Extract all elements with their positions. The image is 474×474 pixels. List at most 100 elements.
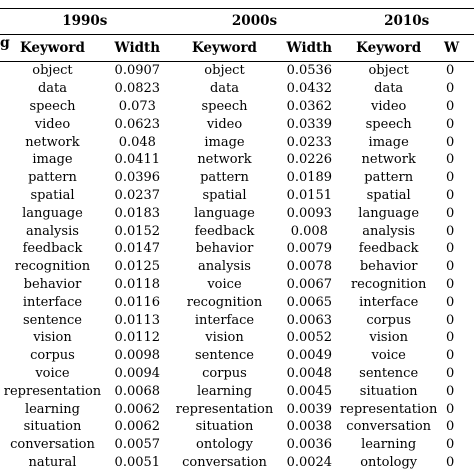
width-cell: 0.0067: [286, 276, 333, 292]
keyword-width-table: 1990s 2000s 2010s Keyword Width Keyword …: [0, 8, 474, 471]
keyword-cell: behavior: [195, 241, 254, 257]
keyword-cell: image: [32, 152, 73, 168]
width-cell: 0.0062: [114, 401, 161, 417]
table-row: object 0.0907 object 0.0536 object 0: [0, 62, 474, 80]
keyword-cell: speech: [29, 98, 76, 114]
keyword-cell: spatial: [366, 187, 411, 203]
table-row: natural 0.0051 conversation 0.0024 ontology 0: [0, 454, 474, 472]
keyword-cell: language: [22, 205, 83, 221]
keyword-cell: speech: [201, 98, 248, 114]
keyword-cell: network: [361, 152, 416, 168]
table-row: pattern 0.0396 pattern 0.0189 pattern 0: [0, 169, 474, 187]
width-cell: 0: [446, 294, 455, 310]
width-cell: 0.0183: [114, 205, 161, 221]
keyword-cell: sentence: [359, 365, 419, 381]
width-cell: 0.0152: [114, 223, 161, 239]
table-row: sentence 0.0113 interface 0.0063 corpus 0: [0, 311, 474, 329]
width-cell: 0.0052: [286, 330, 333, 346]
keyword-cell: object: [368, 63, 409, 79]
width-cell: 0.0063: [286, 312, 333, 328]
width-cell: 0.0233: [286, 134, 333, 150]
width-cell: 0: [446, 223, 455, 239]
width-cell: 0.0051: [114, 454, 161, 470]
keyword-cell: feedback: [358, 241, 419, 257]
width-cell: 0: [446, 401, 455, 417]
keyword-cell: spatial: [30, 187, 75, 203]
width-cell: 0: [446, 312, 455, 328]
width-cell: 0.0411: [114, 152, 161, 168]
keyword-cell: pattern: [28, 170, 77, 186]
width-cell: 0.0036: [286, 437, 333, 453]
width-cell: 0: [446, 187, 455, 203]
width-cell: 0.0078: [286, 259, 333, 275]
width-cell: 0: [446, 383, 455, 399]
width-cell: 0.0226: [286, 152, 333, 168]
table-row: situation 0.0062 situation 0.0038 conversati…: [0, 418, 474, 436]
width-cell: 0: [446, 259, 455, 275]
width-cell: 0.0049: [286, 348, 333, 364]
width-cell: 0.0113: [114, 312, 161, 328]
width-cell: 0.0623: [114, 116, 161, 132]
column-header-width-partial: W: [438, 34, 474, 62]
decade-header-2010s: 2010s: [339, 8, 474, 35]
width-cell: 0: [446, 205, 455, 221]
width-cell: 0: [446, 116, 455, 132]
width-cell: 0: [446, 454, 455, 470]
keyword-cell: learning: [361, 437, 417, 453]
column-header-width: Width: [104, 34, 170, 62]
column-header-width: Width: [279, 34, 340, 62]
decade-header-1990s: 1990s: [0, 8, 170, 35]
width-cell: 0.0237: [114, 187, 161, 203]
keyword-cell: interface: [194, 312, 255, 328]
keyword-cell: representation: [339, 401, 438, 417]
width-cell: 0.0339: [286, 116, 333, 132]
column-header-keyword: Keyword: [339, 34, 438, 62]
width-cell: 0: [446, 330, 455, 346]
width-cell: 0.0823: [114, 81, 161, 97]
column-header-keyword: Keyword: [0, 34, 105, 62]
width-cell: 0.0024: [286, 454, 333, 470]
width-cell: 0.0147: [114, 241, 161, 257]
keyword-cell: conversation: [182, 454, 267, 470]
width-cell: 0: [446, 276, 455, 292]
keyword-cell: behavior: [23, 276, 82, 292]
table-row: interface 0.0116 recognition 0.0065 interfac…: [0, 293, 474, 311]
keyword-cell: situation: [195, 419, 254, 435]
column-header-keyword: Keyword: [169, 34, 280, 62]
keyword-cell: recognition: [350, 276, 427, 292]
keyword-cell: video: [34, 116, 71, 132]
width-cell: 0.0094: [114, 365, 161, 381]
width-cell: 0: [446, 241, 455, 257]
keyword-cell: analysis: [198, 259, 251, 275]
keyword-cell: corpus: [30, 348, 75, 364]
width-cell: 0: [446, 419, 455, 435]
table-row: data 0.0823 data 0.0432 data 0: [0, 80, 474, 98]
table-row: vision 0.0112 vision 0.0052 vision 0: [0, 329, 474, 347]
keyword-cell: ontology: [196, 437, 253, 453]
table-row: learning 0.0062 representation 0.0039 repres…: [0, 400, 474, 418]
keyword-cell: interface: [359, 294, 419, 310]
width-cell: 0: [446, 63, 455, 79]
keyword-cell: network: [197, 152, 252, 168]
keyword-cell: pattern: [200, 170, 249, 186]
width-cell: 0.008: [290, 223, 328, 239]
keyword-cell: situation: [359, 383, 418, 399]
keyword-cell: natural: [28, 454, 77, 470]
keyword-cell: voice: [207, 276, 242, 292]
width-cell: 0.0079: [286, 241, 333, 257]
width-cell: 0.0189: [286, 170, 333, 186]
width-cell: 0.0057: [114, 437, 161, 453]
keyword-cell: vision: [33, 330, 72, 346]
keyword-cell: sentence: [22, 312, 82, 328]
width-cell: 0.0396: [114, 170, 161, 186]
width-cell: 0.0048: [286, 365, 333, 381]
table-row: behavior 0.0118 voice 0.0067 recognition 0: [0, 276, 474, 294]
decade-header-2000s: 2000s: [169, 8, 340, 35]
keyword-cell: speech: [365, 116, 412, 132]
keyword-cell: image: [368, 134, 409, 150]
keyword-cell: vision: [205, 330, 244, 346]
table-row: spatial 0.0237 spatial 0.0151 spatial 0: [0, 187, 474, 205]
keyword-cell: spatial: [202, 187, 247, 203]
width-cell: 0.0039: [286, 401, 333, 417]
width-cell: 0: [446, 98, 455, 114]
